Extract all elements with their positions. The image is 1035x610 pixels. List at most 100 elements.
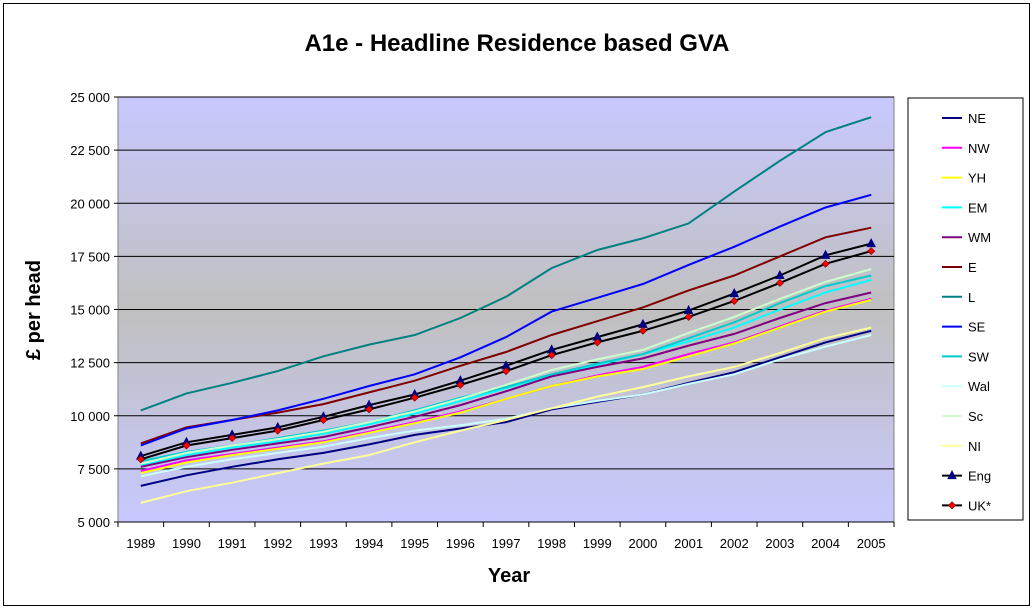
data-point bbox=[365, 405, 374, 414]
y-tick-label: 22 500 bbox=[70, 143, 110, 158]
legend-label: YH bbox=[968, 171, 986, 186]
x-tick-label: 1993 bbox=[309, 536, 338, 551]
x-tick-label: 2005 bbox=[857, 536, 886, 551]
legend-item: WM bbox=[942, 230, 991, 245]
series-4 bbox=[140, 291, 872, 468]
x-tick-label: 1990 bbox=[172, 536, 201, 551]
legend-label: SW bbox=[968, 349, 990, 364]
legend-box bbox=[907, 97, 1024, 521]
y-tick-label: 12 500 bbox=[70, 356, 110, 371]
x-tick-label: 1995 bbox=[400, 536, 429, 551]
y-axis-label: £ per head bbox=[23, 260, 45, 360]
data-point bbox=[182, 441, 191, 450]
chart-title: A1e - Headline Residence based GVA bbox=[304, 30, 729, 57]
series-0 bbox=[140, 329, 872, 487]
y-tick-label: 5 000 bbox=[77, 515, 110, 530]
y-tick-label: 20 000 bbox=[70, 196, 110, 211]
series-line bbox=[140, 291, 872, 468]
y-tick-label: 10 000 bbox=[70, 409, 110, 424]
x-tick-label: 1991 bbox=[218, 536, 247, 551]
legend: NE NW YH EM WM EL SE SW Wal Sc NI Eng UK* bbox=[942, 111, 991, 513]
legend-label: Wal bbox=[968, 379, 990, 394]
data-point bbox=[867, 247, 876, 256]
legend-label: L bbox=[968, 290, 975, 305]
legend-item: UK* bbox=[942, 498, 991, 513]
x-tick-label: 1989 bbox=[126, 536, 155, 551]
legend-label: EM bbox=[968, 200, 988, 215]
x-tick-label: 2003 bbox=[765, 536, 794, 551]
legend-item: Sc bbox=[942, 409, 984, 424]
series-line bbox=[140, 326, 872, 504]
series-line bbox=[140, 298, 872, 475]
x-tick-label: 2004 bbox=[811, 536, 840, 551]
series-line bbox=[140, 268, 872, 465]
data-point bbox=[547, 351, 556, 360]
series-line bbox=[140, 193, 872, 447]
x-axis-ticks: 1989 1990 1991 1992 1993 1994 1995 1996 1997 1998… bbox=[117, 522, 895, 551]
data-point bbox=[319, 416, 328, 424]
x-tick-label: 2002 bbox=[720, 536, 749, 551]
x-tick-label: 1994 bbox=[355, 536, 384, 551]
legend-label: WM bbox=[968, 230, 991, 245]
data-point bbox=[820, 249, 831, 259]
legend-item: L bbox=[942, 290, 975, 305]
legend-item: NI bbox=[942, 439, 981, 454]
series-lines bbox=[135, 116, 877, 504]
data-point bbox=[775, 278, 784, 287]
data-point bbox=[502, 367, 510, 376]
data-point bbox=[273, 426, 282, 435]
series-7 bbox=[140, 193, 872, 447]
x-tick-label: 1999 bbox=[583, 536, 612, 551]
legend-label: NI bbox=[968, 439, 981, 454]
legend-item: E bbox=[942, 260, 977, 275]
y-axis-ticks: 5 000 7 500 10 000 12 500 15 000 17 500 20 000… bbox=[70, 90, 118, 530]
data-point bbox=[821, 259, 830, 268]
data-point bbox=[866, 238, 877, 248]
y-tick-label: 17 500 bbox=[70, 249, 110, 264]
x-tick-label: 1998 bbox=[537, 536, 566, 551]
data-point bbox=[730, 297, 739, 305]
x-tick-label: 2001 bbox=[674, 536, 703, 551]
data-point bbox=[136, 455, 145, 464]
legend-label: UK* bbox=[968, 498, 991, 513]
series-12 bbox=[135, 238, 877, 460]
series-2 bbox=[140, 298, 872, 475]
legend-item: NE bbox=[942, 111, 986, 126]
data-point bbox=[593, 338, 602, 347]
data-point bbox=[775, 269, 785, 279]
series-5 bbox=[140, 226, 872, 445]
x-tick-label: 1992 bbox=[263, 536, 292, 551]
series-line bbox=[140, 334, 872, 478]
y-tick-label: 25 000 bbox=[70, 90, 110, 105]
legend-item: NW bbox=[942, 141, 990, 156]
legend-label: Sc bbox=[968, 409, 984, 424]
series-line bbox=[140, 226, 872, 445]
legend-item: YH bbox=[942, 171, 986, 186]
series-9 bbox=[140, 334, 872, 478]
data-point bbox=[456, 380, 465, 389]
data-point bbox=[638, 326, 647, 335]
data-point bbox=[729, 288, 740, 298]
legend-item: Wal bbox=[942, 379, 990, 394]
x-tick-label: 1996 bbox=[446, 536, 475, 551]
legend-marker bbox=[947, 470, 957, 480]
series-line bbox=[140, 329, 872, 487]
data-point bbox=[228, 434, 237, 443]
series-line bbox=[140, 116, 872, 412]
series-10 bbox=[140, 268, 872, 465]
data-point bbox=[684, 312, 693, 321]
series-11 bbox=[140, 326, 872, 504]
y-tick-label: 7 500 bbox=[77, 462, 110, 477]
legend-label: SE bbox=[968, 320, 986, 335]
x-tick-label: 1997 bbox=[492, 536, 521, 551]
data-point bbox=[410, 393, 419, 402]
series-6 bbox=[140, 116, 872, 412]
legend-label: E bbox=[968, 260, 977, 275]
y-tick-label: 15 000 bbox=[70, 303, 110, 318]
series-13 bbox=[136, 247, 876, 464]
legend-marker bbox=[948, 501, 956, 510]
x-tick-label: 2000 bbox=[628, 536, 657, 551]
legend-item: SE bbox=[942, 320, 986, 335]
legend-item: Eng bbox=[942, 469, 991, 484]
